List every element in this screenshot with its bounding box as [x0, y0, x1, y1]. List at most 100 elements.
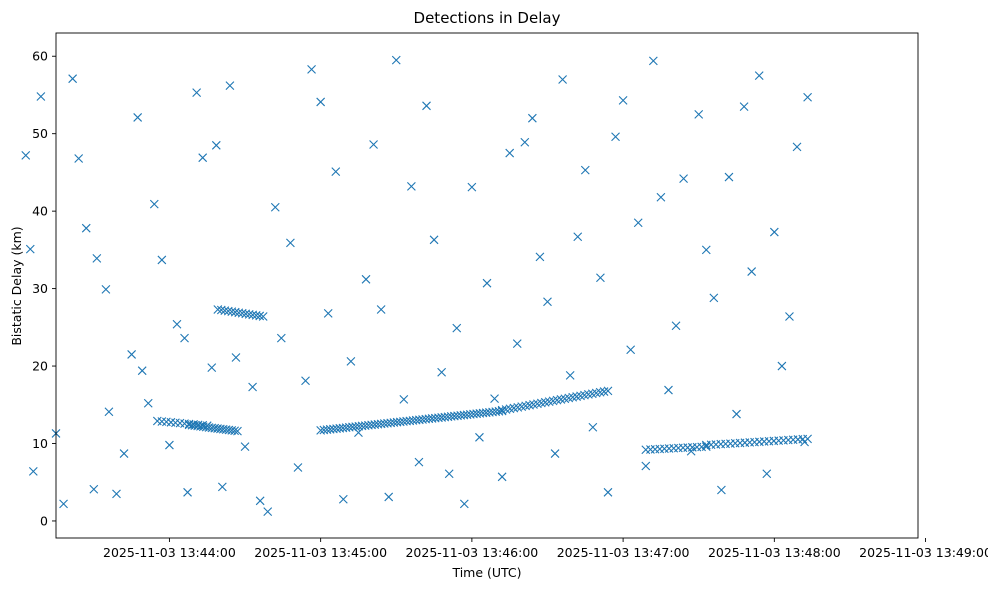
data-point [497, 472, 507, 482]
data-point [307, 65, 316, 74]
data-point [248, 382, 257, 392]
track-4-point [494, 406, 504, 416]
x-tick-label: 2025-11-03 13:45:00 [254, 545, 387, 560]
data-point [565, 370, 575, 380]
data-point [580, 165, 590, 175]
x-tick-label: 2025-11-03 13:44:00 [103, 545, 236, 560]
data-point [769, 227, 779, 237]
data-point [376, 305, 386, 314]
track-3-point [255, 311, 265, 321]
track-5-point [603, 386, 613, 396]
data-point [293, 463, 303, 472]
data-point [611, 132, 620, 142]
track-3-point [237, 308, 247, 318]
data-point [467, 182, 477, 192]
x-tick-label: 2025-11-03 13:48:00 [708, 545, 841, 560]
data-point [422, 101, 431, 111]
data-point [512, 339, 522, 348]
data-point [520, 137, 530, 147]
data-point [301, 376, 310, 386]
data-point [137, 366, 147, 376]
track-3-point [241, 309, 251, 319]
data-point [68, 74, 78, 84]
plot-area-frame [55, 32, 919, 539]
data-point [406, 181, 416, 191]
data-point [81, 223, 91, 233]
data-point [286, 238, 295, 248]
data-point [482, 278, 492, 288]
x-axis-label: Time (UTC) [451, 565, 521, 580]
track-3-point [244, 309, 254, 319]
data-point [104, 407, 114, 417]
data-point [475, 432, 484, 442]
track-3-point [230, 307, 240, 317]
data-point [664, 385, 673, 395]
data-point [198, 153, 208, 163]
data-point [573, 232, 583, 242]
track-3-point [213, 305, 223, 314]
data-point [21, 150, 31, 160]
data-point [338, 494, 348, 504]
data-point [172, 319, 182, 329]
track-3-point [223, 306, 233, 316]
data-point [618, 95, 628, 105]
data-point [346, 357, 356, 366]
data-point [505, 148, 515, 158]
data-point [656, 192, 666, 202]
data-point [671, 321, 681, 331]
data-point [183, 487, 192, 497]
data-point [92, 254, 102, 263]
data-point [240, 442, 250, 451]
track-2-point [230, 426, 240, 436]
data-point [112, 489, 121, 499]
track-3-point [220, 306, 230, 315]
data-point [36, 92, 46, 101]
data-point [429, 235, 439, 245]
data-point [648, 56, 658, 66]
data-point [207, 363, 217, 372]
data-point [211, 140, 221, 150]
data-point [785, 312, 794, 321]
data-point [777, 361, 787, 371]
x-tick-label: 2025-11-03 13:46:00 [405, 545, 538, 560]
data-point [724, 172, 734, 182]
data-point [588, 422, 598, 432]
data-point [717, 485, 726, 495]
data-point [361, 274, 371, 284]
data-point [633, 218, 643, 228]
data-markers [21, 55, 812, 517]
data-point [535, 252, 545, 262]
y-tick-label: 30 [32, 281, 48, 296]
data-point [276, 333, 286, 343]
track-3-point [227, 307, 237, 317]
data-point [732, 409, 741, 419]
data-point [74, 154, 84, 163]
data-point [157, 255, 167, 265]
data-point [490, 394, 499, 403]
data-point [414, 457, 424, 467]
data-point [792, 142, 802, 152]
data-point [459, 499, 469, 509]
data-point [444, 469, 454, 479]
data-point [550, 449, 560, 458]
x-tick-label: 2025-11-03 13:49:00 [859, 545, 988, 560]
data-point [452, 323, 462, 333]
data-point [603, 487, 613, 497]
data-point [119, 449, 129, 458]
data-point [391, 55, 401, 65]
data-point [739, 102, 749, 111]
data-point [143, 398, 153, 408]
data-point [165, 440, 174, 450]
data-point [694, 109, 704, 119]
data-point [231, 353, 241, 362]
data-point [101, 284, 111, 294]
data-point [316, 97, 326, 107]
data-point [679, 174, 688, 184]
y-tick-label: 0 [40, 513, 48, 528]
track-3-point [258, 312, 268, 321]
data-point [25, 244, 35, 254]
y-tick-label: 10 [32, 436, 48, 451]
data-point [709, 293, 719, 303]
data-point [225, 81, 235, 91]
